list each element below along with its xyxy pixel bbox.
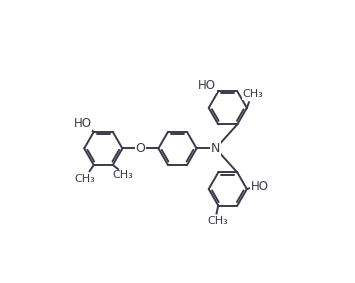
Text: CH₃: CH₃ (75, 174, 95, 184)
Text: CH₃: CH₃ (207, 216, 228, 226)
Text: CH₃: CH₃ (242, 89, 263, 99)
Text: N: N (211, 142, 220, 155)
Text: HO: HO (198, 79, 216, 92)
Text: O: O (136, 142, 145, 155)
Text: CH₃: CH₃ (113, 170, 133, 180)
Text: HO: HO (73, 117, 92, 130)
Text: HO: HO (251, 180, 269, 193)
